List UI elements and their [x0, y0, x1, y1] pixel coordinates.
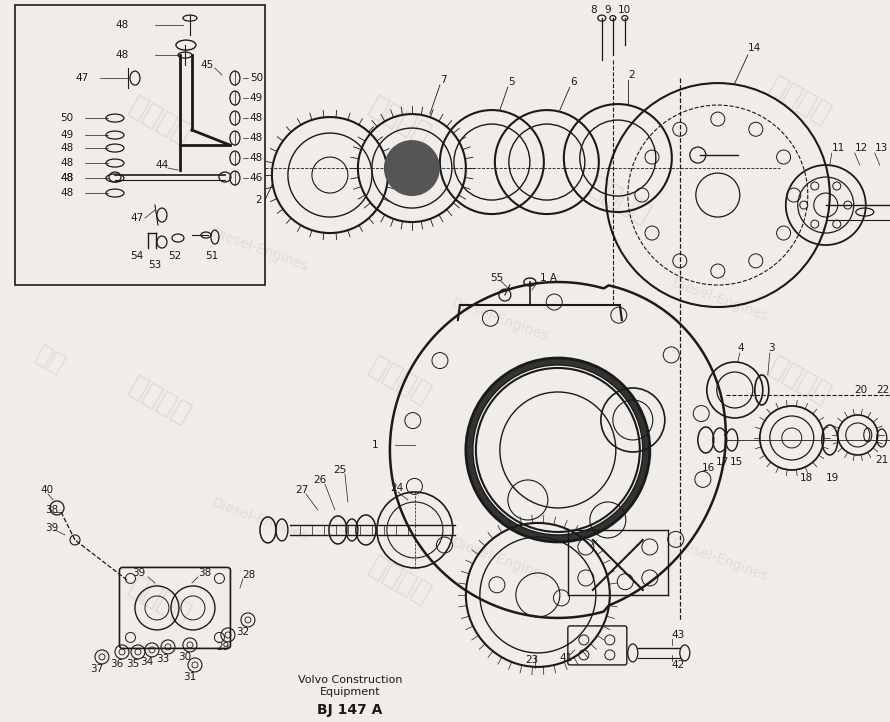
Text: Volvo Construction: Volvo Construction [297, 675, 402, 685]
Text: 1 A: 1 A [540, 273, 557, 283]
Text: 29: 29 [216, 642, 230, 652]
Text: 22: 22 [876, 385, 889, 395]
Text: 47: 47 [75, 73, 88, 83]
Text: 38: 38 [198, 568, 211, 578]
Text: Equipment: Equipment [320, 687, 380, 697]
Circle shape [465, 358, 650, 542]
Text: 48: 48 [60, 158, 73, 168]
Text: 紧发动力: 紧发动力 [584, 171, 656, 229]
Text: Diesel-Engines: Diesel-Engines [449, 296, 550, 344]
Text: 48: 48 [60, 143, 73, 153]
Text: Diesel-Engines: Diesel-Engines [209, 496, 311, 544]
Text: 18: 18 [800, 473, 813, 483]
Text: 48: 48 [250, 113, 263, 123]
Text: 3: 3 [768, 343, 774, 353]
Text: 51: 51 [205, 251, 218, 261]
Text: 28: 28 [242, 570, 255, 580]
Text: 45: 45 [200, 60, 214, 70]
Text: 52: 52 [168, 251, 182, 261]
Text: 38: 38 [45, 505, 58, 515]
Text: 30: 30 [178, 652, 191, 662]
Circle shape [473, 365, 643, 535]
Text: 紧发动力: 紧发动力 [125, 91, 196, 149]
Text: 紧发动力: 紧发动力 [125, 571, 196, 629]
Text: 紧发动力: 紧发动力 [364, 551, 436, 609]
Text: 1: 1 [372, 440, 378, 450]
Text: 27: 27 [295, 485, 308, 495]
Text: 紧发动力: 紧发动力 [364, 91, 436, 149]
Text: 紧发动力: 紧发动力 [364, 351, 436, 409]
Text: 46: 46 [250, 173, 263, 183]
Text: 5: 5 [508, 77, 514, 87]
Text: 40: 40 [40, 485, 53, 495]
Text: 48: 48 [250, 153, 263, 163]
Text: 14: 14 [748, 43, 761, 53]
Text: 32: 32 [236, 627, 249, 637]
Text: 9: 9 [605, 5, 611, 15]
Text: Diesel-Engines: Diesel-Engines [669, 536, 770, 584]
Text: 21: 21 [875, 455, 888, 465]
Text: 54: 54 [130, 251, 143, 261]
Text: 16: 16 [702, 463, 715, 473]
Text: 53: 53 [148, 260, 161, 270]
Text: 11: 11 [832, 143, 845, 153]
Text: 31: 31 [183, 672, 196, 682]
Text: Diesel-Engines: Diesel-Engines [669, 276, 770, 324]
Text: 6: 6 [570, 77, 577, 87]
Text: 紧发动力: 紧发动力 [125, 371, 196, 429]
Text: 37: 37 [90, 664, 103, 674]
Text: 4: 4 [738, 343, 744, 353]
Text: Diesel-Engines: Diesel-Engines [449, 536, 550, 584]
Text: 19: 19 [826, 473, 839, 483]
Text: Diesel-Engines: Diesel-Engines [209, 226, 311, 274]
Text: 50: 50 [250, 73, 263, 83]
Text: 24: 24 [390, 483, 403, 493]
Text: 12: 12 [854, 143, 868, 153]
Text: 39: 39 [45, 523, 58, 533]
Bar [15, 5, 265, 285]
Text: 33: 33 [156, 654, 169, 664]
Text: 动力: 动力 [31, 342, 69, 378]
Text: 2: 2 [255, 195, 262, 205]
Text: 44: 44 [155, 160, 168, 170]
Text: 55: 55 [490, 273, 503, 283]
Text: 47: 47 [130, 213, 143, 223]
Text: 2: 2 [627, 70, 635, 80]
Text: 43: 43 [672, 630, 685, 640]
Text: 26: 26 [313, 475, 326, 485]
Text: 42: 42 [672, 660, 685, 670]
Text: 34: 34 [140, 657, 153, 667]
Text: BJ 147 A: BJ 147 A [317, 703, 383, 717]
Text: 36: 36 [110, 659, 123, 669]
Text: 13: 13 [875, 143, 888, 153]
Text: 48: 48 [60, 188, 73, 198]
Text: 10: 10 [618, 5, 631, 15]
Text: 48: 48 [115, 20, 128, 30]
Text: 紧发动力: 紧发动力 [764, 71, 836, 129]
Text: 48: 48 [60, 173, 73, 183]
Text: 41: 41 [560, 653, 573, 663]
Text: 17: 17 [716, 457, 729, 467]
Text: 35: 35 [126, 659, 139, 669]
Text: 48: 48 [60, 173, 73, 183]
Text: 25: 25 [333, 465, 346, 475]
Text: 紧发动力: 紧发动力 [764, 351, 836, 409]
Text: 50: 50 [60, 113, 73, 123]
Text: 49: 49 [60, 130, 73, 140]
Text: 48: 48 [250, 133, 263, 143]
Text: 39: 39 [132, 568, 145, 578]
Text: 紧发动力: 紧发动力 [584, 421, 656, 479]
Text: 7: 7 [440, 75, 447, 85]
Text: 23: 23 [525, 655, 538, 665]
Text: 8: 8 [590, 5, 596, 15]
Text: 20: 20 [854, 385, 867, 395]
Text: 49: 49 [250, 93, 263, 103]
Text: 15: 15 [730, 457, 743, 467]
Circle shape [384, 140, 440, 196]
Text: 48: 48 [115, 50, 128, 60]
